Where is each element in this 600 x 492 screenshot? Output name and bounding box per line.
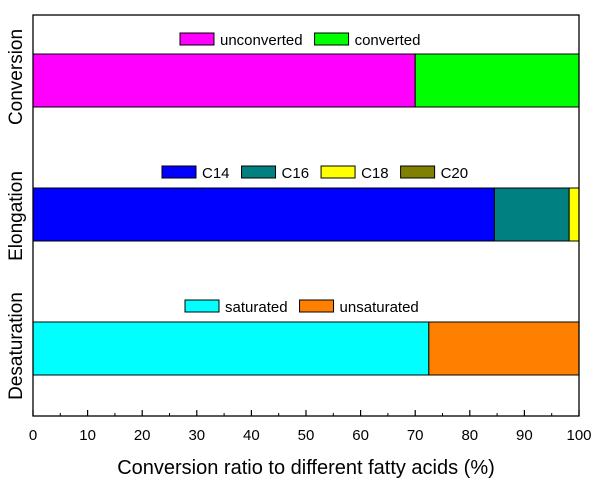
x-axis: 0 10 20 30 40 50 60 70 80 90 100 xyxy=(29,410,592,444)
legend-label-saturated: saturated xyxy=(225,299,288,316)
legend-label-c14: C14 xyxy=(202,165,230,182)
y-label-conversion: Conversion xyxy=(6,29,27,125)
legend-swatch-c18 xyxy=(320,165,356,179)
legend-label-unsaturated: unsaturated xyxy=(340,299,419,316)
bars-layer xyxy=(32,53,580,376)
bar-elongation-c16 xyxy=(493,187,570,242)
x-tick-label-60: 60 xyxy=(352,427,369,444)
x-tick-label-40: 40 xyxy=(243,427,260,444)
y-axis-labels: Conversion Elongation Desaturation xyxy=(6,29,27,400)
x-tick-label-20: 20 xyxy=(134,427,151,444)
bar-elongation-c18 xyxy=(568,187,580,242)
legend-label-c20: C20 xyxy=(441,165,469,182)
x-tick-label-10: 10 xyxy=(79,427,96,444)
legend-label-c18: C18 xyxy=(361,165,389,182)
bar-desaturation-saturated xyxy=(32,321,430,376)
legend-label-converted: converted xyxy=(355,32,421,49)
legend-swatch-converted xyxy=(314,32,350,46)
x-tick-label-70: 70 xyxy=(407,427,424,444)
bar-conversion-converted xyxy=(414,53,580,108)
bar-conversion-unconverted xyxy=(32,53,416,108)
legend-label-unconverted: unconverted xyxy=(220,32,303,49)
y-label-desaturation: Desaturation xyxy=(6,292,27,400)
legend-swatch-c20 xyxy=(400,165,436,179)
legend-label-c16: C16 xyxy=(282,165,310,182)
x-tick-label-90: 90 xyxy=(516,427,533,444)
y-label-elongation: Elongation xyxy=(6,171,27,261)
legend-swatch-saturated xyxy=(184,299,220,313)
legend-swatch-unconverted xyxy=(179,32,215,46)
legend-swatch-unsaturated xyxy=(299,299,335,313)
x-tick-label-30: 30 xyxy=(188,427,205,444)
legends-layer: unconverted converted C14 C16 C18 C20 saturate… xyxy=(161,32,469,316)
x-tick-label-100: 100 xyxy=(566,427,591,444)
x-axis-label: Conversion ratio to different fatty acid… xyxy=(117,457,495,479)
x-tick-label-80: 80 xyxy=(461,427,478,444)
legend-swatch-c16 xyxy=(241,165,277,179)
bar-desaturation-unsaturated xyxy=(428,321,580,376)
x-tick-label-0: 0 xyxy=(29,427,37,444)
x-tick-label-50: 50 xyxy=(298,427,315,444)
legend-swatch-c14 xyxy=(161,165,197,179)
bar-elongation-c14 xyxy=(32,187,495,242)
